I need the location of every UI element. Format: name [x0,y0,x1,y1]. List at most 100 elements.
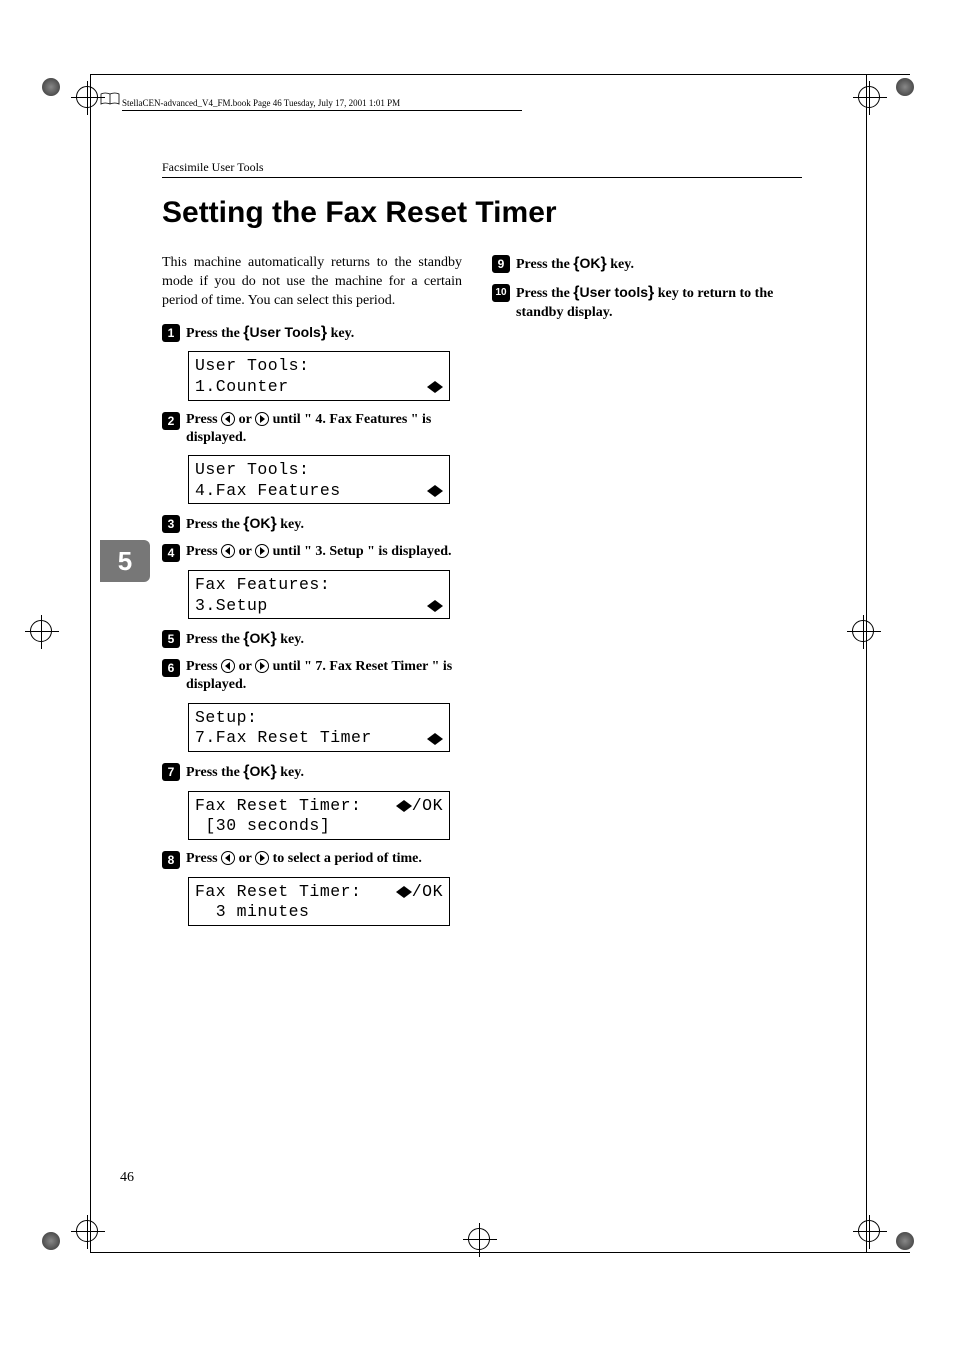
step-number-badge: 7 [162,763,180,781]
lcd-line: 4.Fax Features [195,481,341,502]
key-label: OK [250,763,271,779]
lcd-arrows-icon [427,600,443,612]
step-text: Press or to select a period of time. [186,850,422,868]
right-arrow-icon [255,851,269,865]
step-number-badge: 2 [162,412,180,430]
lcd-arrows-icon [427,381,443,393]
right-column: 9 Press the {OK} key. 10 Press the {User… [492,254,792,936]
chapter-tab: 5 [100,540,150,582]
step-text-post: key. [327,326,354,341]
book-icon [100,92,120,106]
t: Press the [516,286,573,301]
t: Press [186,412,221,427]
t: Press the [186,632,243,647]
step-number-badge: 6 [162,659,180,677]
t: or [235,659,255,674]
key-label: User tools [580,284,648,300]
step-number-badge: 5 [162,630,180,648]
left-arrow-icon [221,659,235,673]
step-6: 6 Press or until " 7. Fax Reset Timer " … [162,658,462,694]
lcd-display-5: Fax Reset Timer: /OK [30 seconds] [188,791,450,840]
lcd-arrows-icon [427,733,443,745]
t: to select a period of time. [269,851,422,866]
step-text: Press the {OK} key. [186,514,304,535]
lcd-line: Fax Reset Timer: [195,882,361,903]
t: Press [186,851,221,866]
step-number-badge: 9 [492,255,510,273]
lcd-line: Fax Reset Timer: [195,796,361,817]
t: Press the [516,257,573,272]
step-2: 2 Press or until " 4. Fax Features " is … [162,411,462,447]
t: Press the [186,517,243,532]
lcd-arrows-icon [396,800,412,812]
step-number-badge: 3 [162,515,180,533]
step-9: 9 Press the {OK} key. [492,254,792,275]
lcd-line: [30 seconds] [195,816,443,837]
lcd-line: 3 minutes [195,902,443,923]
left-arrow-icon [221,851,235,865]
step-text: Press or until " 7. Fax Reset Timer " is… [186,658,462,694]
step-text-pre: Press the [186,326,243,341]
right-arrow-icon [255,659,269,673]
step-text: Press the {User tools} key to return to … [516,283,792,322]
step-5: 5 Press the {OK} key. [162,629,462,650]
t: key. [607,257,634,272]
key-label: OK [250,515,271,531]
section-label: Facsimile User Tools [162,160,802,178]
lcd-line: 7.Fax Reset Timer [195,728,372,749]
step-10: 10 Press the {User tools} key to return … [492,283,792,322]
t: Press [186,659,221,674]
step-7: 7 Press the {OK} key. [162,762,462,783]
step-text: Press or until " 4. Fax Features " is di… [186,411,462,447]
lcd-line: 3.Setup [195,596,268,617]
lcd-line: User Tools: [195,356,443,377]
lcd-arrows-icon [427,485,443,497]
key-label: OK [250,630,271,646]
page-title: Setting the Fax Reset Timer [162,196,802,230]
step-text: Press or until " 3. Setup " is displayed… [186,543,452,561]
t: key. [277,765,304,780]
step-number-badge: 4 [162,544,180,562]
t: or [235,544,255,559]
right-arrow-icon [255,544,269,558]
left-arrow-icon [221,412,235,426]
lcd-line: 1.Counter [195,377,289,398]
lcd-arrows-icon [396,886,412,898]
step-number-badge: 1 [162,324,180,342]
lcd-line: Fax Features: [195,575,443,596]
lcd-display-3: Fax Features: 3.Setup [188,570,450,619]
t: key. [277,632,304,647]
t: Press the [186,765,243,780]
step-number-badge: 8 [162,851,180,869]
page-header: StellaCEN-advanced_V4_FM.book Page 46 Tu… [122,98,522,111]
lcd-display-6: Fax Reset Timer: /OK 3 minutes [188,877,450,926]
left-arrow-icon [221,544,235,558]
key-label: User Tools [250,324,321,340]
right-arrow-icon [255,412,269,426]
lcd-suffix: /OK [412,796,443,817]
step-text: Press the {OK} key. [186,762,304,783]
t: Press [186,544,221,559]
intro-paragraph: This machine automatically returns to th… [162,254,462,311]
lcd-display-1: User Tools: 1.Counter [188,351,450,400]
step-text: Press the {User Tools} key. [186,323,354,344]
t: key. [277,517,304,532]
step-number-badge: 10 [492,284,510,302]
lcd-line: Setup: [195,708,443,729]
lcd-display-4: Setup: 7.Fax Reset Timer [188,703,450,752]
lcd-suffix: /OK [412,882,443,903]
t: or [235,412,255,427]
step-text: Press the {OK} key. [516,254,634,275]
page-content: Facsimile User Tools Setting the Fax Res… [162,160,802,936]
step-3: 3 Press the {OK} key. [162,514,462,535]
lcd-display-2: User Tools: 4.Fax Features [188,455,450,504]
step-8: 8 Press or to select a period of time. [162,850,462,869]
step-4: 4 Press or until " 3. Setup " is display… [162,543,462,562]
key-label: OK [580,255,601,271]
left-column: This machine automatically returns to th… [162,254,462,936]
step-1: 1 Press the {User Tools} key. [162,323,462,344]
step-text: Press the {OK} key. [186,629,304,650]
t: or [235,851,255,866]
lcd-line: User Tools: [195,460,443,481]
t: until " 3. Setup " is displayed. [269,544,451,559]
